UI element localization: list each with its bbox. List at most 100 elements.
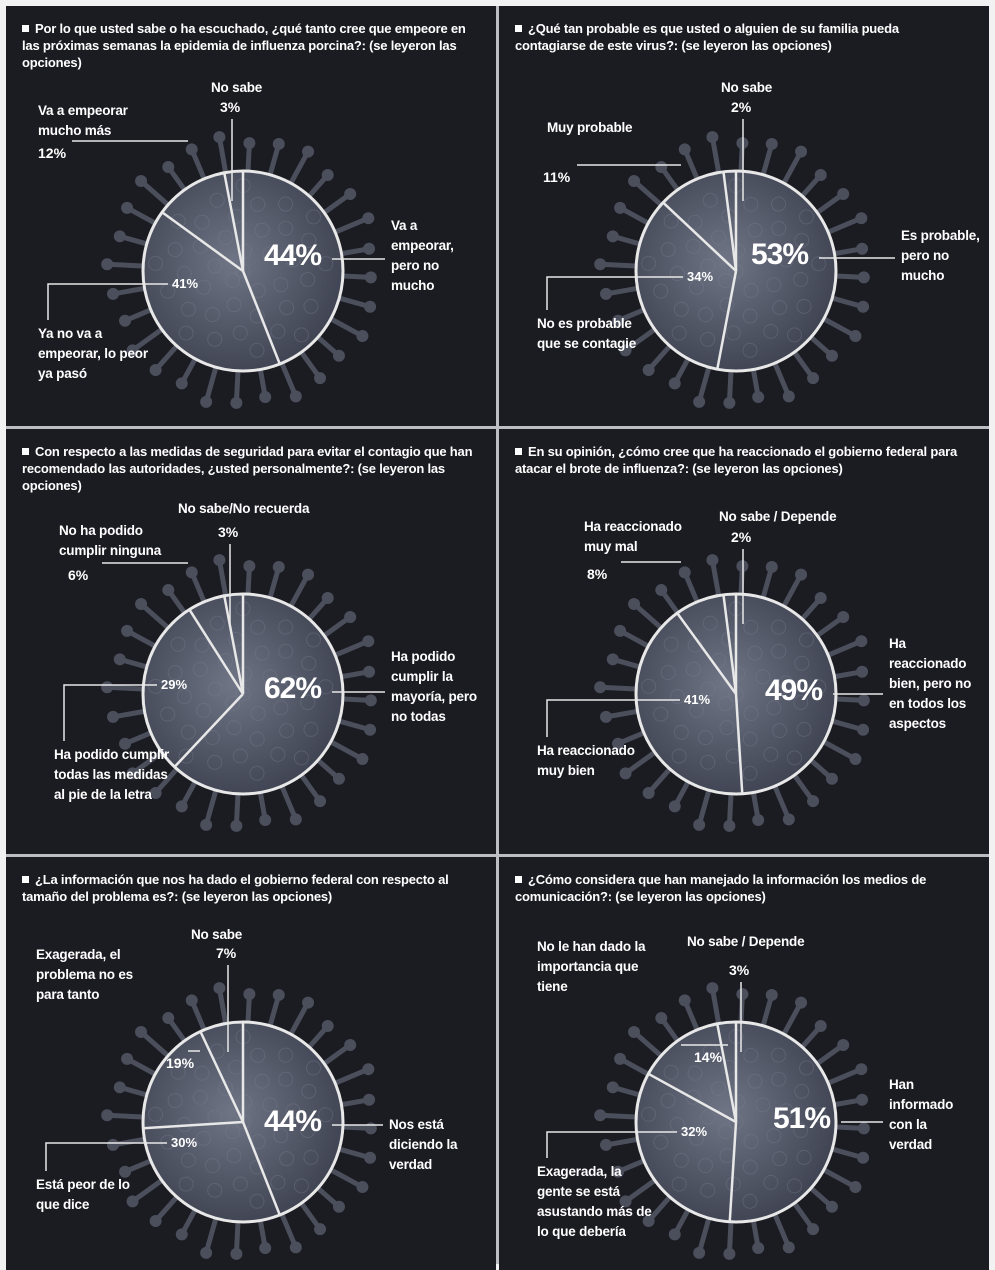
pie-slice-divider	[716, 1023, 738, 1123]
virus-spikes	[101, 131, 377, 409]
slice-percent: 44%	[264, 1105, 322, 1138]
slice-label: Va a empeorar mucho más	[38, 103, 128, 138]
virus-spikes	[594, 131, 870, 409]
slice-label: Ya no va a empeorar, lo peor ya pasó	[38, 326, 148, 381]
virus-pie-chart	[546, 982, 883, 1260]
slice-percent: 53%	[751, 238, 809, 271]
slice-label: Exagerada, la gente se está asustando má…	[537, 1164, 652, 1239]
slice-percent: 12%	[38, 145, 67, 161]
slice-label: No sabe	[211, 80, 263, 95]
pie-slice-divider	[241, 270, 281, 365]
slice-percent: 51%	[773, 1102, 831, 1135]
slice-percent: 62%	[264, 672, 322, 705]
bullet-square	[515, 876, 522, 883]
virus-pie-chart	[546, 119, 895, 409]
bullet-square	[22, 25, 29, 32]
slice-percent: 49%	[765, 674, 823, 707]
slice-label: Ha reaccionado bien, pero no en todos lo…	[889, 636, 972, 731]
slice-label: No sabe	[721, 80, 773, 95]
slice-label: Va a empeorar, pero no mucho	[391, 218, 454, 293]
chart-title: En su opinión, ¿cómo cree que ha reaccio…	[515, 443, 970, 477]
chart-title: Por lo que usted sabe o ha escuchado, ¿q…	[22, 20, 477, 71]
slice-label: Exagerada, el problema no es para tanto	[36, 947, 133, 1002]
slice-label: No le han dado la importancia que tiene	[537, 939, 646, 994]
virus-spikes	[101, 554, 377, 832]
chart-title-text: ¿Cómo considera que han manejado la info…	[515, 872, 927, 904]
slice-label: Está peor de lo que dice	[36, 1177, 130, 1212]
virus-pie-chart	[546, 549, 883, 832]
slice-percent: 2%	[731, 99, 752, 115]
pie-slice-divider	[734, 693, 744, 794]
slice-label: Ha podido cumplir todas las medidas al p…	[54, 747, 170, 802]
slice-label: Muy probable	[547, 120, 633, 135]
slice-label: No sabe/No recuerda	[178, 501, 310, 516]
slice-percent: 6%	[68, 567, 89, 583]
slice-label: No sabe / Depende	[719, 509, 837, 524]
virus-spikes	[594, 982, 870, 1260]
slice-percent: 3%	[218, 524, 239, 540]
pie-slice-divider	[716, 270, 738, 370]
pie-slice-divider	[223, 595, 245, 695]
infographic-grid: Por lo que usted sabe o ha escuchado, ¿q…	[6, 6, 989, 1270]
slice-percent: 8%	[587, 566, 608, 582]
slice-percent: 34%	[687, 269, 714, 284]
slice-percent: 41%	[684, 692, 711, 707]
slice-percent: 7%	[216, 945, 237, 961]
chart-title: ¿La información que nos ha dado el gobie…	[22, 871, 477, 905]
pie-slice-divider	[173, 693, 244, 768]
bullet-square	[22, 448, 29, 455]
slice-percent: 11%	[543, 169, 571, 185]
slice-percent: 14%	[694, 1049, 723, 1065]
pie-slice-divider	[662, 201, 737, 272]
chart-title-text: ¿Qué tan probable es que usted o alguien…	[515, 21, 899, 53]
slice-percent: 2%	[731, 529, 752, 545]
bullet-square	[515, 448, 522, 455]
pie-slice-divider	[676, 612, 738, 695]
chart-panel-1: Por lo que usted sabe o ha escuchado, ¿q…	[6, 6, 496, 426]
chart-title: ¿Cómo considera que han manejado la info…	[515, 871, 970, 905]
bullet-square	[515, 25, 522, 32]
chart-title: ¿Qué tan probable es que usted o alguien…	[515, 20, 970, 54]
chart-panel-6: ¿Cómo considera que han manejado la info…	[499, 857, 989, 1270]
pie-slice-divider	[143, 1120, 244, 1130]
chart-title-text: Por lo que usted sabe o ha escuchado, ¿q…	[22, 21, 466, 70]
bullet-square	[22, 876, 29, 883]
virus-pie-chart	[45, 965, 383, 1260]
slice-label: Ha podido cumplir la mayoría, pero no to…	[391, 649, 477, 724]
slice-percent: 32%	[681, 1124, 708, 1139]
pie-slice-divider	[722, 171, 738, 272]
pie-slice-divider	[728, 1121, 738, 1222]
pie-slice-divider	[241, 1121, 281, 1216]
virus-spikes	[101, 982, 377, 1260]
slice-label: Ha reaccionado muy mal	[584, 519, 682, 554]
slice-label: Es probable, pero no mucho	[901, 228, 980, 283]
slice-percent: 3%	[220, 99, 241, 115]
slice-label: No es probable que se contagie	[537, 316, 637, 351]
slice-label: No sabe	[191, 927, 243, 942]
chart-panel-3: Con respecto a las medidas de seguridad …	[6, 429, 496, 854]
virus-pie-chart	[63, 544, 385, 832]
chart-panel-4: En su opinión, ¿cómo cree que ha reaccio…	[499, 429, 989, 854]
chart-title-text: ¿La información que nos ha dado el gobie…	[22, 872, 449, 904]
chart-title-text: En su opinión, ¿cómo cree que ha reaccio…	[515, 444, 958, 476]
slice-label: No sabe / Depende	[687, 934, 805, 949]
slice-percent: 3%	[729, 962, 750, 978]
pie-slice-divider	[647, 1072, 737, 1124]
pie-slice-divider	[161, 211, 244, 273]
slice-label: Ha reaccionado muy bien	[537, 743, 635, 778]
chart-panel-5: ¿La información que nos ha dado el gobie…	[6, 857, 496, 1270]
slice-percent: 44%	[264, 239, 322, 272]
slice-percent: 19%	[166, 1055, 195, 1071]
pie-slice-divider	[722, 594, 738, 695]
slice-percent: 29%	[161, 677, 188, 692]
chart-title-text: Con respecto a las medidas de seguridad …	[22, 444, 473, 493]
virus-spikes	[594, 554, 870, 832]
slice-label: Han informado con la verdad	[889, 1077, 954, 1152]
slice-label: No ha podido cumplir ninguna	[59, 523, 162, 558]
chart-title: Con respecto a las medidas de seguridad …	[22, 443, 477, 494]
pie-slice-divider	[188, 608, 245, 695]
slice-percent: 30%	[171, 1135, 198, 1150]
slice-label: Nos está diciendo la verdad	[389, 1117, 458, 1172]
virus-pie-chart	[47, 119, 385, 409]
pie-slice-divider	[199, 1030, 245, 1123]
